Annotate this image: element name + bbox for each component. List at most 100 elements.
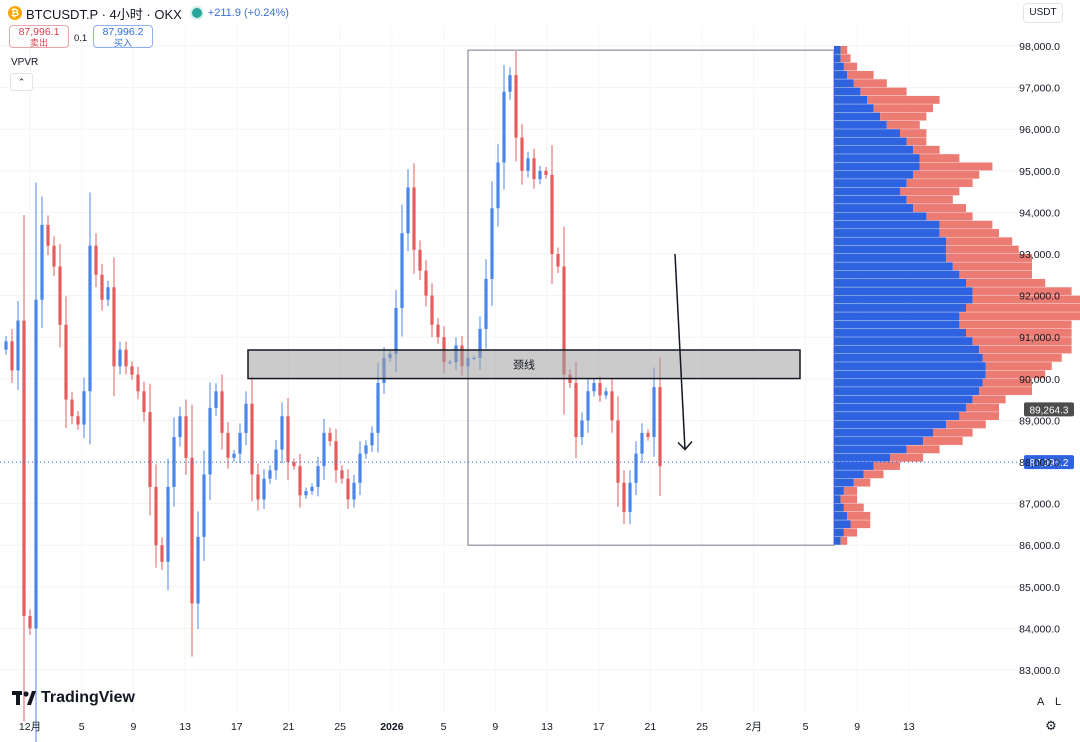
volume-profile-up-bar	[834, 129, 900, 138]
volume-profile-up-bar	[834, 420, 947, 429]
y-tick-label: 85,000.0	[1019, 582, 1060, 594]
candle-body	[190, 457, 194, 604]
y-tick-label: 93,000.0	[1019, 249, 1060, 261]
volume-profile-down-bar	[867, 95, 940, 104]
x-tick-label: 12月	[19, 721, 41, 733]
volume-profile-up-bar	[834, 229, 940, 237]
y-tick-label: 83,000.0	[1019, 665, 1060, 677]
volume-profile-down-bar	[972, 337, 1072, 346]
candle-body	[658, 387, 662, 467]
indicator-name[interactable]: VPVR	[11, 57, 39, 68]
candle-body	[28, 615, 32, 629]
y-tick-label: 95,000.0	[1019, 166, 1060, 178]
volume-profile-up-bar	[834, 337, 973, 346]
candle-body	[544, 170, 548, 175]
log-scale-button[interactable]: L	[1055, 696, 1062, 708]
tradingview-logo[interactable]: TradingView	[12, 689, 135, 707]
candle-body	[436, 324, 440, 338]
volume-profile-down-bar	[860, 87, 907, 96]
volume-profile-down-bar	[966, 278, 1046, 287]
volume-profile-down-bar	[982, 353, 1062, 362]
x-tick-label: 9	[130, 721, 136, 733]
volume-profile-down-bar	[853, 79, 887, 88]
volume-profile-up-bar	[834, 278, 966, 287]
volume-profile-down-bar	[972, 295, 1080, 304]
sell-button[interactable]: 87,996.1 卖出	[9, 25, 69, 48]
volume-profile-down-bar	[919, 154, 960, 163]
candle-body	[586, 391, 590, 421]
order-quantity[interactable]: 0.1	[74, 33, 88, 44]
candle-body	[148, 412, 152, 487]
settings-gear-icon[interactable]: ⚙	[1045, 718, 1057, 733]
volume-profile-up-bar	[834, 462, 874, 470]
candle-body	[352, 482, 356, 500]
volume-profile-down-bar	[873, 462, 900, 470]
volume-profile-up-bar	[834, 187, 900, 196]
volume-profile-up-bar	[834, 437, 924, 445]
candle-body	[316, 466, 320, 487]
neckline-box[interactable]	[247, 349, 801, 380]
volume-profile-down-bar	[959, 412, 999, 420]
volume-profile-down-bar	[985, 370, 1046, 379]
candle-body	[484, 278, 488, 329]
range-box[interactable]	[467, 49, 835, 546]
buy-label: 买入	[113, 38, 132, 48]
auto-scale-button[interactable]: A	[1037, 696, 1045, 708]
currency-selector[interactable]: USDT	[1023, 3, 1063, 23]
sell-label: 卖出	[29, 38, 48, 48]
volume-profile-up-bar	[834, 79, 854, 88]
candle-body	[238, 432, 242, 454]
volume-profile-down-bar	[972, 395, 1006, 404]
volume-profile-up-bar	[834, 536, 841, 545]
candle-body	[574, 382, 578, 438]
volume-profile-down-bar	[886, 120, 920, 129]
volume-profile-up-bar	[834, 328, 966, 337]
candle-body	[280, 416, 284, 450]
sell-price: 87,996.1	[18, 26, 60, 38]
volume-profile-up-bar	[834, 370, 986, 379]
volume-profile-down-bar	[906, 179, 973, 188]
candle-body	[58, 266, 62, 325]
candle-body	[286, 416, 290, 462]
x-tick-label: 25	[696, 721, 708, 733]
volume-profile-up-bar	[834, 353, 983, 362]
candle-body	[298, 466, 302, 496]
candle-body	[424, 270, 428, 296]
volume-profile-down-bar	[946, 237, 1013, 246]
candle-body	[196, 536, 200, 604]
volume-profile-down-bar	[939, 220, 993, 229]
candle-body	[124, 349, 128, 367]
volume-profile-up-bar	[834, 54, 841, 63]
collapse-chevron-icon[interactable]: ⌃	[10, 73, 33, 91]
y-tick-label: 96,000.0	[1019, 124, 1060, 136]
volume-profile-up-bar	[834, 345, 980, 354]
volume-profile-down-bar	[959, 312, 1080, 321]
volume-profile-down-bar	[840, 46, 848, 54]
buy-button[interactable]: 87,996.2 买入	[93, 25, 153, 48]
candle-body	[226, 432, 230, 458]
volume-profile-up-bar	[834, 320, 960, 329]
volume-profile-down-bar	[906, 445, 940, 454]
volume-profile-down-bar	[843, 528, 858, 537]
down-arrow-shaft	[674, 253, 686, 450]
volume-profile-down-bar	[939, 229, 999, 237]
candle-body	[490, 208, 494, 279]
volume-profile-down-bar	[843, 62, 858, 71]
candle-body	[292, 462, 296, 467]
x-tick-label: 17	[593, 721, 605, 733]
candle-body	[34, 299, 38, 629]
symbol-title[interactable]: BTCUSDT.P · 4小时 · OKX	[26, 6, 182, 22]
buy-price: 87,996.2	[102, 26, 144, 38]
candle-body	[358, 453, 362, 483]
y-tick-label: 86,000.0	[1019, 540, 1060, 552]
y-tick-label: 87,000.0	[1019, 499, 1060, 511]
volume-profile-up-bar	[834, 87, 861, 96]
candle-body	[202, 474, 206, 537]
candle-body	[142, 391, 146, 413]
volume-profile-up-bar	[834, 387, 980, 396]
candle-body	[562, 266, 566, 375]
y-tick-label: 91,000.0	[1019, 332, 1060, 344]
volume-profile-down-bar	[850, 520, 871, 529]
candle-body	[40, 224, 44, 300]
